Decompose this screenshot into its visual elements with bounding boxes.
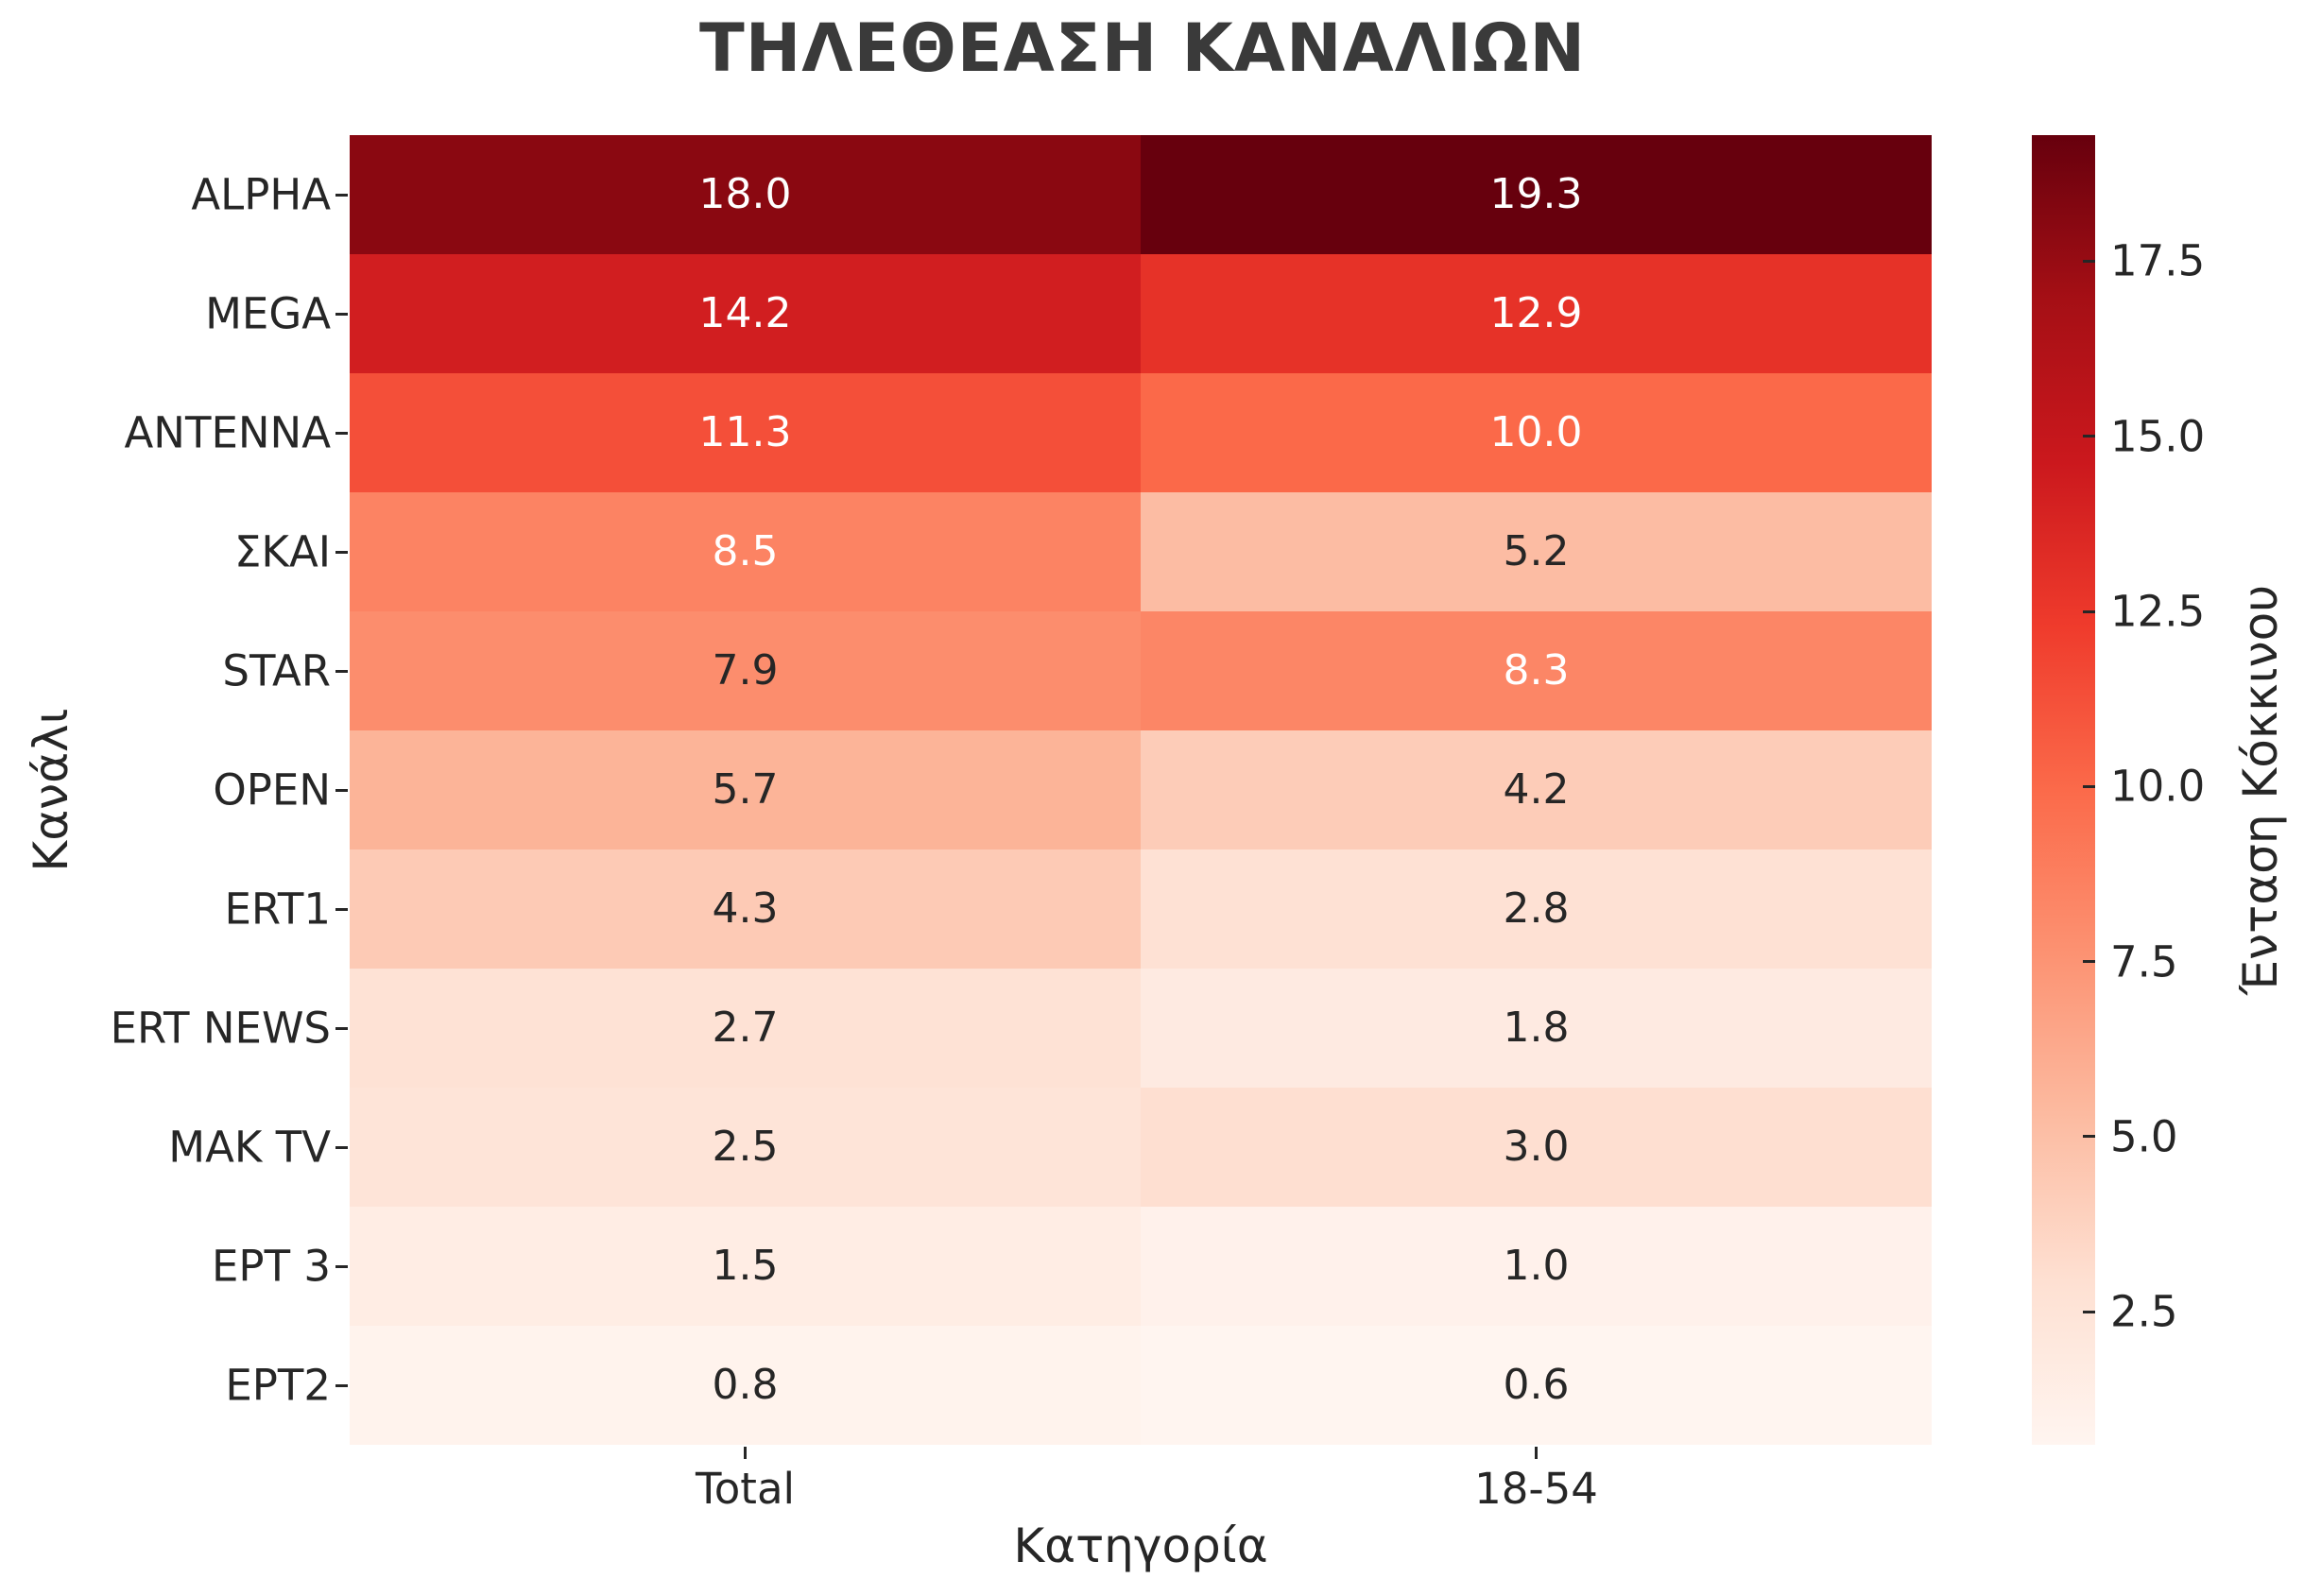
x-tick-mark [1535, 1447, 1538, 1459]
cell-value: 1.0 [1503, 1242, 1570, 1290]
cell-value: 1.5 [712, 1242, 779, 1290]
cell-value: 3.0 [1503, 1123, 1570, 1171]
y-tick-label: EPT2 [225, 1360, 331, 1411]
cell-value: 0.8 [712, 1361, 779, 1409]
cell-value: 12.9 [1489, 289, 1583, 337]
colorbar-tick-mark [2083, 960, 2095, 964]
cell-value: 7.9 [712, 646, 779, 695]
heatmap-cell: 11.3 [350, 373, 1141, 492]
colorbar-tick-mark [2083, 784, 2095, 788]
heatmap-cell: 8.5 [350, 492, 1141, 611]
heatmap-cell: 1.8 [1141, 969, 1932, 1088]
cell-value: 5.2 [1503, 527, 1570, 575]
cell-value: 2.8 [1503, 884, 1570, 933]
y-tick-label: STAR [222, 645, 331, 696]
y-tick-mark [335, 550, 348, 554]
y-tick-mark [335, 788, 348, 792]
heatmap-cell: 0.8 [350, 1326, 1141, 1445]
x-axis-label: Κατηγορία [1013, 1519, 1268, 1573]
heatmap-cell: 5.2 [1141, 492, 1932, 611]
colorbar-tick-mark [2083, 609, 2095, 613]
heatmap-cell: 10.0 [1141, 373, 1932, 492]
cell-value: 4.2 [1503, 765, 1570, 814]
heatmap-cell: 18.0 [350, 135, 1141, 254]
heatmap-cell: 12.9 [1141, 254, 1932, 373]
heatmap-cell: 7.9 [350, 611, 1141, 730]
y-tick-mark [335, 669, 348, 673]
heatmap-cell: 2.5 [350, 1088, 1141, 1207]
cell-value: 11.3 [698, 408, 792, 456]
y-tick-mark [335, 193, 348, 197]
colorbar-tick-mark [2083, 1135, 2095, 1139]
cell-value: 5.7 [712, 765, 779, 814]
y-tick-mark [335, 431, 348, 435]
cell-value: 4.3 [712, 884, 779, 933]
y-tick-mark [335, 907, 348, 911]
x-tick-mark [744, 1447, 747, 1459]
cell-value: 19.3 [1489, 170, 1583, 218]
cell-value: 0.6 [1503, 1361, 1570, 1409]
heatmap-cell: 3.0 [1141, 1088, 1932, 1207]
colorbar-tick-mark [2083, 1310, 2095, 1313]
heatmap-cell: 0.6 [1141, 1326, 1932, 1445]
y-tick-mark [335, 312, 348, 316]
y-tick-label: EPT 3 [212, 1241, 331, 1292]
heatmap-cell: 4.3 [350, 849, 1141, 969]
colorbar-gradient [2032, 135, 2095, 1445]
colorbar-tick-mark [2083, 259, 2095, 263]
y-tick-mark [335, 1026, 348, 1030]
cell-value: 14.2 [698, 289, 792, 337]
cell-value: 8.5 [712, 527, 779, 575]
heatmap-cell: 2.7 [350, 969, 1141, 1088]
cell-value: 8.3 [1503, 646, 1570, 695]
y-tick-label: ERT NEWS [110, 1003, 331, 1054]
y-tick-label: OPEN [213, 764, 331, 815]
x-tick-label: Total [695, 1464, 796, 1514]
colorbar-tick-label: 12.5 [2110, 586, 2206, 637]
x-tick-label: 18-54 [1474, 1464, 1598, 1514]
colorbar-tick-label: 7.5 [2110, 936, 2178, 987]
heatmap-cell: 1.0 [1141, 1207, 1932, 1326]
cell-value: 1.8 [1503, 1004, 1570, 1052]
y-tick-mark [335, 1145, 348, 1149]
y-tick-label: ANTENNA [124, 407, 331, 458]
chart-title: ΤΗΛΕΘΕΑΣΗ ΚΑΝΑΛΙΩΝ [698, 9, 1587, 87]
heatmap-cell: 19.3 [1141, 135, 1932, 254]
cell-value: 2.7 [712, 1004, 779, 1052]
heatmap-grid: 18.0 19.3 14.2 12.9 11.3 10.0 8.5 5.2 7.9 8.3 5.7 4… [350, 135, 1932, 1445]
y-tick-mark [335, 1383, 348, 1387]
y-tick-label: ALPHA [191, 169, 331, 220]
colorbar-label: Ένταση Κόκκινου [2233, 584, 2288, 996]
y-tick-label: ERT1 [224, 884, 331, 935]
colorbar-tick-label: 5.0 [2110, 1111, 2178, 1162]
y-tick-label: MAK TV [168, 1122, 331, 1173]
cell-value: 18.0 [698, 170, 792, 218]
colorbar-tick-label: 10.0 [2110, 761, 2206, 812]
colorbar-tick-mark [2083, 435, 2095, 438]
cell-value: 10.0 [1489, 408, 1583, 456]
heatmap-cell: 8.3 [1141, 611, 1932, 730]
heatmap-cell: 14.2 [350, 254, 1141, 373]
colorbar-tick-label: 17.5 [2110, 235, 2206, 286]
y-tick-mark [335, 1264, 348, 1268]
y-tick-label: ΣΚΑΙ [234, 526, 331, 577]
cell-value: 2.5 [712, 1123, 779, 1171]
heatmap-cell: 5.7 [350, 730, 1141, 849]
colorbar-tick-label: 15.0 [2110, 411, 2206, 462]
heatmap-cell: 2.8 [1141, 849, 1932, 969]
heatmap-cell: 4.2 [1141, 730, 1932, 849]
heatmap-cell: 1.5 [350, 1207, 1141, 1326]
colorbar-tick-label: 2.5 [2110, 1286, 2178, 1337]
y-tick-label: MEGA [205, 288, 331, 339]
